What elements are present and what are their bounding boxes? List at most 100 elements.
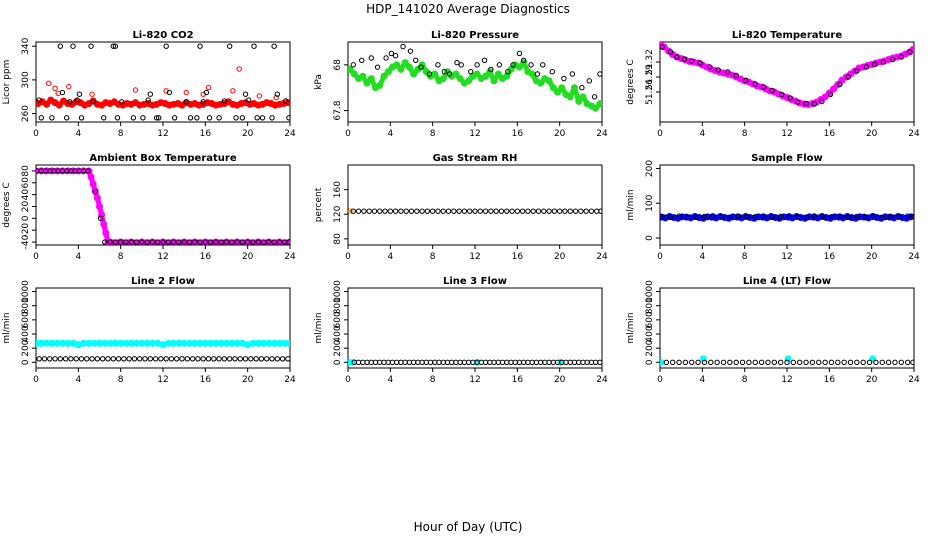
data-point: [382, 208, 388, 214]
data-point: [376, 81, 384, 89]
panel-3-xtick-label: 4: [699, 129, 705, 139]
panel-4-ytick-label: 20: [21, 200, 31, 212]
panel-7-frame: [35, 287, 291, 369]
data-point: [57, 43, 64, 49]
data-point: [194, 115, 200, 121]
panel-1-xtick-label: 8: [118, 129, 124, 139]
data-point: [130, 115, 137, 121]
panel-1-series-outliers: [46, 66, 279, 101]
data-point: [246, 97, 252, 103]
data-point: [871, 213, 877, 219]
panel-6-ytick-label: 200: [645, 160, 655, 177]
data-point: [132, 87, 139, 93]
data-point: [87, 173, 95, 181]
data-point: [94, 356, 101, 362]
data-point: [743, 77, 749, 84]
data-point: [46, 80, 52, 86]
data-point: [910, 213, 914, 220]
data-point: [718, 214, 725, 220]
panel-4-xtick-label: 16: [200, 252, 212, 262]
panel-7-ytick-label: 0: [21, 359, 31, 365]
data-point: [746, 359, 752, 366]
data-point: [424, 208, 431, 214]
data-point: [397, 65, 405, 73]
data-point: [809, 359, 816, 366]
panel-6-title: Sample Flow: [751, 153, 823, 164]
data-point: [708, 359, 714, 366]
panel-9-xtick-label: 20: [866, 375, 878, 385]
data-point: [276, 239, 283, 245]
data-point: [682, 359, 689, 366]
data-point: [562, 208, 568, 214]
data-point: [496, 62, 503, 68]
data-point: [377, 208, 383, 214]
panel-3-series-dense: [660, 42, 914, 108]
data-point: [567, 208, 573, 214]
panel-3-series-averages: [660, 44, 913, 107]
data-point: [819, 98, 825, 105]
data-point: [62, 356, 69, 362]
data-point: [166, 89, 173, 96]
data-point: [787, 95, 793, 101]
data-point: [160, 239, 166, 245]
panel-2-xtick-label: 4: [387, 129, 393, 139]
data-point: [226, 43, 233, 49]
panel-2-ytick-label: 67.8: [333, 100, 343, 120]
data-point: [140, 115, 146, 121]
panel-7-xtick-label: 0: [33, 375, 39, 385]
panel-4-series-dense: [36, 167, 290, 245]
panel-6-ylabel: ml/min: [626, 189, 636, 220]
data-point: [36, 97, 42, 103]
data-point: [76, 91, 83, 97]
data-point: [398, 208, 404, 214]
data-point: [439, 75, 447, 83]
panel-7-xtick-label: 4: [75, 375, 81, 385]
data-point: [880, 59, 887, 65]
data-point: [244, 239, 251, 245]
data-point: [904, 359, 911, 366]
data-point: [176, 239, 182, 245]
panel-5-xtick-label: 24: [596, 252, 608, 262]
data-point: [537, 79, 545, 87]
data-point: [200, 356, 206, 362]
data-point: [374, 64, 381, 70]
data-point: [408, 208, 415, 214]
data-point: [260, 239, 267, 245]
data-point: [667, 214, 674, 220]
panel-5-xtick-label: 4: [387, 252, 393, 262]
data-point: [286, 239, 290, 245]
panel-4-ytick-label: 0: [21, 215, 31, 221]
data-point: [192, 239, 198, 245]
panel-5-title: Gas Stream RH: [433, 153, 518, 164]
data-point: [494, 70, 502, 78]
data-point: [239, 239, 246, 245]
figure-title: HDP_141020 Average Diagnostics: [366, 2, 570, 16]
data-point: [890, 56, 896, 63]
panel-2-xtick-label: 16: [512, 129, 524, 139]
data-point: [52, 356, 58, 362]
data-point: [794, 99, 801, 105]
data-point: [715, 67, 721, 73]
data-point: [236, 66, 242, 72]
data-point: [419, 208, 425, 214]
panel-3-xtick-label: 8: [742, 129, 748, 139]
data-point: [435, 208, 441, 214]
panel-5-xtick-label: 12: [469, 252, 480, 262]
panel-4-frame: [35, 164, 291, 246]
data-point: [519, 208, 526, 214]
panel-6-xtick-label: 12: [781, 252, 792, 262]
data-point: [57, 356, 64, 362]
data-point: [286, 115, 290, 121]
data-point: [101, 115, 107, 121]
data-point: [888, 213, 894, 220]
data-point: [498, 208, 505, 214]
data-point: [477, 208, 483, 214]
data-point: [163, 43, 169, 49]
data-point: [273, 94, 279, 101]
panel-3-xtick-label: 24: [908, 129, 920, 139]
panel-9-ytick-label: 400: [645, 325, 655, 342]
data-point: [102, 229, 110, 237]
data-point: [387, 208, 394, 214]
